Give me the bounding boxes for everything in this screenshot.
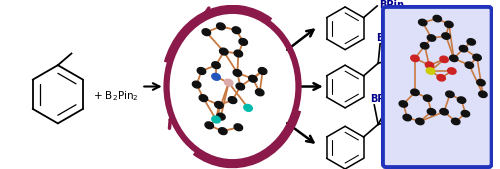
Ellipse shape: [258, 68, 267, 74]
Ellipse shape: [461, 111, 469, 117]
Ellipse shape: [452, 118, 460, 125]
Ellipse shape: [426, 68, 434, 74]
Ellipse shape: [214, 102, 223, 108]
Ellipse shape: [239, 39, 248, 45]
Ellipse shape: [433, 15, 442, 22]
Ellipse shape: [428, 35, 436, 41]
Ellipse shape: [212, 116, 220, 123]
Ellipse shape: [426, 62, 434, 68]
Ellipse shape: [478, 91, 487, 98]
Text: BPin: BPin: [386, 98, 411, 108]
Ellipse shape: [442, 33, 450, 39]
Ellipse shape: [216, 113, 225, 120]
Ellipse shape: [212, 62, 220, 69]
Ellipse shape: [416, 118, 424, 125]
Text: BPin: BPin: [379, 0, 404, 10]
Ellipse shape: [220, 48, 228, 55]
Ellipse shape: [205, 122, 214, 129]
Ellipse shape: [244, 104, 252, 111]
Ellipse shape: [440, 108, 448, 115]
Ellipse shape: [473, 54, 482, 61]
Ellipse shape: [418, 19, 427, 26]
FancyBboxPatch shape: [383, 7, 492, 167]
Ellipse shape: [233, 69, 241, 76]
Ellipse shape: [467, 39, 475, 45]
Ellipse shape: [256, 89, 264, 96]
Ellipse shape: [197, 68, 205, 74]
Text: BPin: BPin: [376, 33, 401, 43]
Ellipse shape: [446, 91, 454, 98]
Ellipse shape: [428, 108, 436, 115]
Ellipse shape: [166, 11, 298, 162]
Ellipse shape: [192, 81, 201, 88]
Ellipse shape: [450, 55, 458, 62]
Ellipse shape: [234, 124, 242, 131]
Ellipse shape: [212, 73, 220, 80]
Ellipse shape: [232, 27, 240, 34]
Ellipse shape: [236, 83, 244, 90]
Ellipse shape: [444, 21, 453, 28]
Ellipse shape: [411, 89, 419, 95]
Ellipse shape: [403, 114, 411, 121]
Ellipse shape: [202, 29, 210, 36]
Ellipse shape: [218, 128, 227, 135]
Ellipse shape: [465, 62, 473, 68]
Ellipse shape: [437, 75, 446, 81]
Ellipse shape: [411, 55, 419, 62]
Ellipse shape: [399, 101, 407, 107]
Ellipse shape: [448, 68, 456, 74]
Ellipse shape: [424, 95, 432, 101]
Text: BPin: BPin: [398, 53, 422, 63]
Ellipse shape: [458, 97, 466, 103]
Text: BPin: BPin: [398, 115, 422, 125]
Ellipse shape: [460, 45, 468, 52]
Ellipse shape: [477, 79, 485, 86]
Text: + B$_2$Pin$_2$: + B$_2$Pin$_2$: [93, 89, 138, 103]
Ellipse shape: [199, 95, 207, 102]
Ellipse shape: [216, 23, 225, 30]
Ellipse shape: [228, 97, 237, 104]
Ellipse shape: [224, 79, 233, 86]
Ellipse shape: [248, 75, 257, 82]
Ellipse shape: [420, 43, 429, 49]
Text: BPin: BPin: [370, 94, 396, 104]
Ellipse shape: [234, 50, 242, 57]
Ellipse shape: [440, 56, 448, 63]
